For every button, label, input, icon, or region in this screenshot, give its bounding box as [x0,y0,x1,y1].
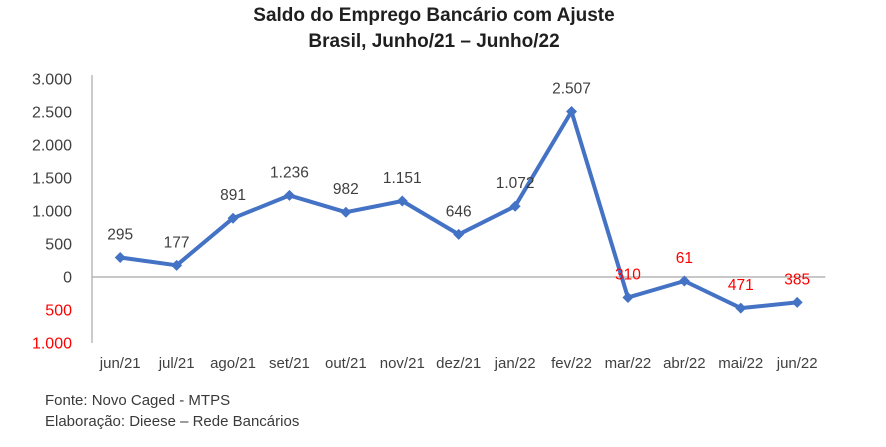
y-tick-label: 500 [45,237,72,254]
x-tick-label: mai/22 [718,355,763,372]
data-point-marker-out/21 [340,206,352,218]
data-label-jun/21: 295 [107,227,133,244]
data-label-jun/22: 385 [784,271,810,288]
data-point-marker-nov/21 [396,195,408,207]
data-point-marker-jun/21 [114,252,126,264]
data-point-marker-fev/22 [566,106,578,118]
x-tick-label: ago/21 [210,355,256,372]
data-point-marker-mar/22 [622,291,634,303]
data-label-jul/21: 177 [164,234,190,251]
data-label-ago/21: 891 [220,187,246,204]
data-label-nov/21: 1.151 [383,170,422,187]
y-tick-label: 1.000 [32,204,72,221]
elaboration-note: Elaboração: Dieese – Rede Bancários [45,413,300,430]
data-label-mai/22: 471 [728,277,754,294]
x-tick-label: jun/22 [776,355,818,372]
x-tick-label: set/21 [269,355,310,372]
x-tick-label: nov/21 [380,355,425,372]
x-tick-label: fev/22 [551,355,592,372]
x-tick-label: jun/21 [99,355,141,372]
data-point-marker-jul/21 [171,259,183,271]
chart-footer: Fonte: Novo Caged - MTPS Elaboração: Die… [45,390,299,432]
data-point-marker-mai/22 [735,302,747,314]
data-point-marker-dez/21 [453,228,465,240]
data-label-jan/22: 1.072 [496,175,535,192]
data-label-dez/21: 646 [446,203,472,220]
data-point-marker-set/21 [283,189,295,201]
source-note: Fonte: Novo Caged - MTPS [45,392,231,409]
data-label-fev/22: 2.507 [552,81,591,98]
y-tick-label: 2.000 [32,138,72,155]
x-tick-label: out/21 [325,355,367,372]
data-point-marker-jan/22 [509,200,521,212]
y-tick-label: 500 [45,303,72,320]
data-label-mar/22: 310 [615,266,641,283]
data-point-marker-jun/22 [791,296,803,308]
y-tick-label: 1.000 [32,336,72,353]
y-tick-label: 3.000 [32,72,72,89]
chart-title: Saldo do Emprego Bancário com Ajuste Bra… [0,3,868,55]
x-tick-label: jan/22 [494,355,536,372]
data-label-set/21: 1.236 [270,164,309,181]
x-tick-label: jul/21 [158,355,195,372]
chart-title-line1: Saldo do Emprego Bancário com Ajuste [253,5,615,26]
y-tick-label: 2.500 [32,105,72,122]
data-point-marker-abr/22 [678,275,690,287]
x-tick-label: mar/22 [605,355,652,372]
data-label-abr/22: 61 [676,250,693,267]
data-label-out/21: 982 [333,181,359,198]
chart-title-line2: Brasil, Junho/21 – Junho/22 [308,31,560,52]
y-tick-label: 0 [63,270,72,287]
x-tick-label: abr/22 [663,355,706,372]
y-tick-label: 1.500 [32,171,72,188]
data-point-marker-ago/21 [227,212,239,224]
x-tick-label: dez/21 [436,355,481,372]
